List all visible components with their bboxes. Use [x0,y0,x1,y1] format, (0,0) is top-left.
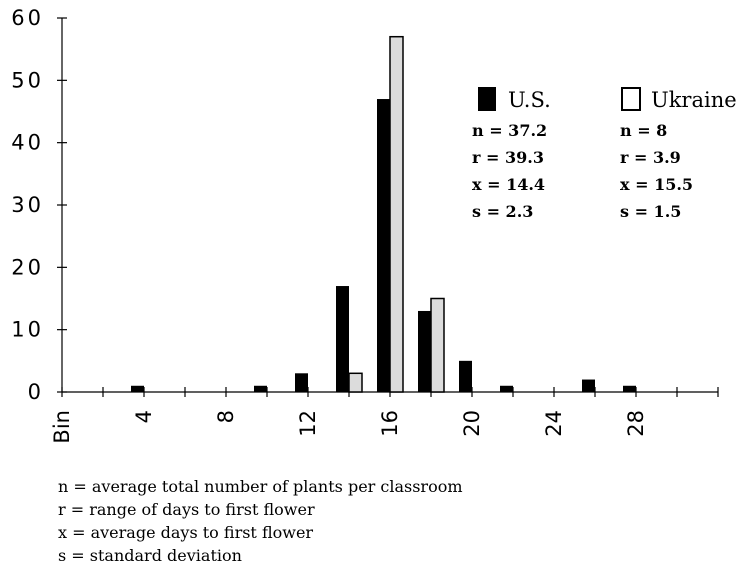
x-tick-label-8: 8 [214,410,238,423]
definition-s: s = standard deviation [58,544,463,567]
us-stat-s: s = 2.3 [472,202,533,221]
us-bar-22 [500,386,513,392]
us-bar-26 [582,380,595,392]
us-bar-4 [131,386,144,392]
definition-n: n = average total number of plants per c… [58,475,463,498]
x-tick-label-12: 12 [296,410,320,437]
y-tick-label-10: 10 [11,318,44,342]
x-tick-label-28: 28 [624,410,648,437]
x-tick-label-Bin: Bin [50,410,74,444]
ukraine-stat-r: r = 3.9 [620,148,681,167]
us-bar-12 [295,373,308,392]
y-tick-label-20: 20 [11,255,44,279]
x-tick-label-4: 4 [132,410,156,423]
us-stat-x: x = 14.4 [472,175,545,194]
legend: U.S. n = 37.2 r = 39.3 x = 14.4 s = 2.3 … [472,87,737,221]
us-bar-10 [254,386,267,392]
x-tick-label-16: 16 [378,410,402,437]
legend-swatch-ukraine [622,88,640,110]
ukraine-stat-n: n = 8 [620,121,667,140]
ukraine-bar-14 [349,373,362,392]
ukraine-stat-x: x = 15.5 [620,175,693,194]
ukraine-bar-18 [431,299,444,393]
y-tick-label-50: 50 [11,68,44,92]
y-tick-label-30: 30 [11,193,44,217]
ukraine-stat-s: s = 1.5 [620,202,681,221]
y-tick-label-40: 40 [11,131,44,155]
definition-x: x = average days to first flower [58,521,463,544]
histogram-chart: 0 10 20 30 40 50 60 Bin 4 8 12 16 20 24 28 U.S. n = 37… [0,0,746,470]
ukraine-bar-16 [390,37,403,392]
us-bar-20 [459,361,472,392]
definitions-list: n = average total number of plants per c… [58,475,463,567]
legend-swatch-us [478,87,496,111]
us-bar-28 [623,386,636,392]
us-bar-18 [418,311,431,392]
legend-label-us: U.S. [508,88,551,112]
legend-label-ukraine: Ukraine [651,88,737,112]
bars [131,37,636,392]
us-bar-16 [377,99,390,392]
y-tick-label-0: 0 [28,380,44,404]
us-stat-r: r = 39.3 [472,148,544,167]
definition-r: r = range of days to first flower [58,498,463,521]
us-bar-14 [336,286,349,392]
us-stat-n: n = 37.2 [472,121,547,140]
x-tick-label-24: 24 [542,410,566,437]
tick-labels: 0 10 20 30 40 50 60 Bin 4 8 12 16 20 24 28 [11,6,648,444]
y-tick-label-60: 60 [11,6,44,30]
x-tick-label-20: 20 [460,410,484,437]
